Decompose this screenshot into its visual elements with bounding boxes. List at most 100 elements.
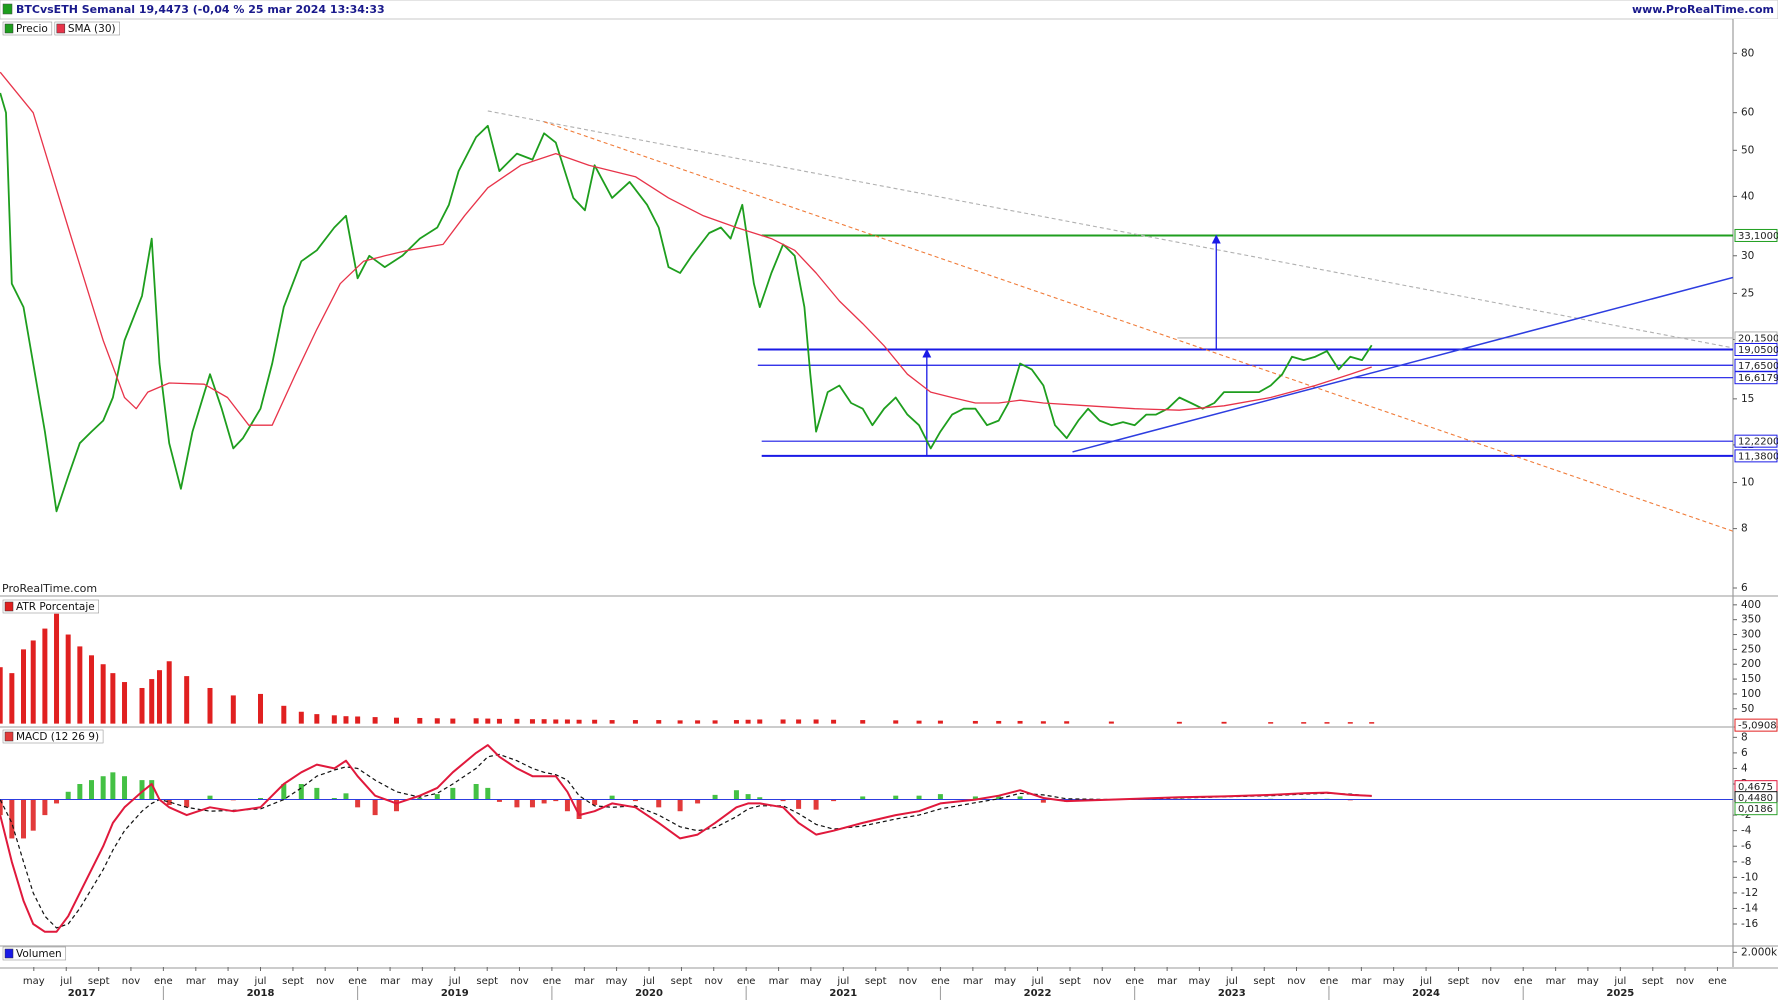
histogram-bar (996, 796, 1002, 800)
atr-bar (677, 720, 683, 724)
sma-line (0, 71, 1372, 426)
histogram-bar (343, 793, 349, 800)
histogram-bar (677, 799, 683, 812)
level-label-box (1734, 449, 1778, 463)
legend-label: ATR Porcentaje (16, 601, 95, 613)
histogram-bar (355, 799, 361, 808)
level-label: 17,6500 (1738, 361, 1778, 372)
x-tick-label: sept (88, 976, 110, 987)
atr-bar (21, 649, 27, 724)
histogram-bar (514, 799, 520, 808)
atr-bar (100, 664, 106, 724)
histogram-bar (1017, 796, 1023, 800)
atr-bar (1324, 722, 1330, 724)
x-tick-label: may (994, 976, 1016, 987)
x-tick-label: sept (865, 976, 887, 987)
atr-bar (1017, 720, 1023, 724)
atr-bar (9, 673, 15, 724)
atr-bar (937, 720, 943, 724)
atr-bar (972, 720, 978, 724)
header-site[interactable]: www.ProRealTime.com (1632, 3, 1774, 16)
atr-bar (258, 693, 264, 724)
x-tick-label: sept (476, 976, 498, 987)
header-bar (0, 0, 1778, 20)
y-tick-label: 40 (1741, 190, 1754, 202)
x-tick-label: ene (1320, 976, 1339, 987)
level-label: 16,6179 (1738, 373, 1778, 384)
atr-bar (1221, 721, 1227, 724)
histogram-bar (65, 791, 71, 800)
histogram-bar (110, 772, 116, 800)
legend-bg (2, 21, 53, 36)
histogram-bar (831, 799, 837, 802)
atr-bar (745, 719, 751, 724)
x-tick-label: mar (963, 976, 984, 987)
atr-bar (632, 720, 638, 724)
x-tick-label: mar (1157, 976, 1178, 987)
histogram-bar (695, 799, 701, 804)
x-tick-label: jul (448, 976, 461, 987)
histogram-bar (149, 780, 155, 800)
level-label: 12,2200 (1738, 437, 1778, 448)
atr-bar (343, 716, 349, 724)
x-tick-label: ene (737, 976, 756, 987)
atr-bar (733, 720, 739, 724)
year-label: 2022 (1024, 988, 1052, 999)
year-label: 2023 (1218, 988, 1246, 999)
histogram-bar (417, 798, 423, 800)
x-tick-label: nov (316, 976, 334, 987)
atr-bar (553, 719, 559, 724)
y-tick-label: 200 (1741, 658, 1761, 670)
atr-bar (393, 717, 399, 724)
atr-bar (314, 714, 320, 724)
atr-bar (893, 720, 899, 724)
x-tick-label: sept (1253, 976, 1275, 987)
level-label: 11,3800 (1738, 451, 1778, 462)
histogram-bar (1040, 799, 1046, 803)
atr-bar (166, 661, 172, 724)
histogram-bar (372, 799, 378, 816)
histogram-bar (434, 794, 440, 800)
x-tick-label: ene (1514, 976, 1533, 987)
x-tick-label: may (411, 976, 433, 987)
y-tick-label: -16 (1741, 918, 1758, 930)
histogram-bar (166, 799, 172, 805)
price-line (0, 92, 1373, 513)
x-tick-label: mar (1351, 976, 1372, 987)
x-tick-label: ene (543, 976, 562, 987)
atr-bar (576, 719, 582, 724)
y-tick-label: -6 (1741, 840, 1752, 852)
x-tick-label: mar (186, 976, 207, 987)
macd-line (0, 744, 1372, 933)
histogram-bar (529, 799, 535, 808)
level-label: 33,1000 (1738, 231, 1778, 242)
histogram-bar (30, 799, 36, 831)
atr-bar (916, 720, 922, 724)
x-tick-label: nov (1093, 976, 1111, 987)
histogram-bar (712, 794, 718, 800)
atr-bar (813, 719, 819, 724)
atr-bar (434, 718, 440, 724)
y-tick-label: 10 (1741, 477, 1754, 489)
atr-bar (712, 720, 718, 724)
histogram-bar (21, 799, 27, 839)
atr-bar (1176, 721, 1182, 724)
legend-label: SMA (30) (68, 23, 116, 35)
histogram-bar (757, 797, 763, 800)
atr-bar (1301, 722, 1307, 724)
atr-bar (656, 720, 662, 724)
histogram-bar (745, 794, 751, 800)
last-value-label: 0,4675 (1738, 782, 1773, 793)
signal-line (0, 753, 1372, 929)
atr-bar (65, 634, 71, 724)
x-tick-label: ene (154, 976, 173, 987)
y-tick-label: 80 (1741, 47, 1754, 59)
histogram-bar (9, 799, 15, 839)
x-tick-label: nov (1676, 976, 1694, 987)
histogram-bar (139, 780, 145, 800)
atr-bar (1108, 721, 1114, 724)
y-tick-label: 8 (1741, 731, 1748, 743)
y-tick-label: -14 (1741, 902, 1758, 914)
x-tick-label: sept (282, 976, 304, 987)
histogram-bar (860, 796, 866, 800)
